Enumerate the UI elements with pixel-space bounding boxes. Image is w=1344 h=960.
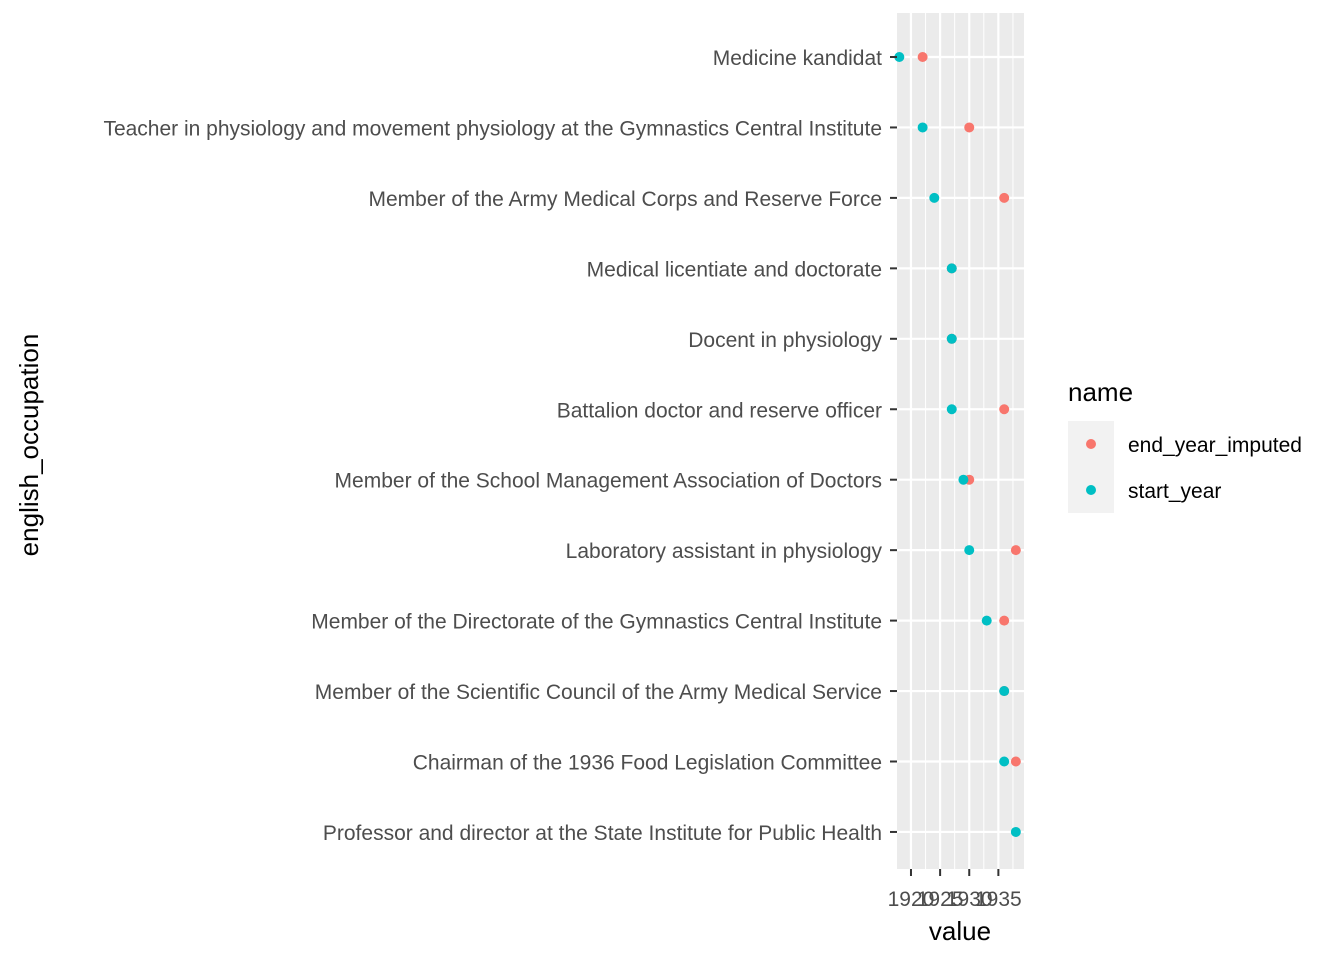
data-point-end-year-imputed <box>1010 545 1021 556</box>
panel-background <box>897 13 1024 869</box>
y-tick-label: Member of the Scientific Council of the … <box>315 681 882 704</box>
data-point-start-year <box>999 686 1010 697</box>
y-tick-label: Docent in physiology <box>688 329 882 352</box>
data-point-start-year <box>958 474 969 485</box>
data-point-start-year <box>981 615 992 626</box>
y-tick-label: Battalion doctor and reserve officer <box>557 399 882 422</box>
data-point-start-year <box>946 263 957 274</box>
data-point-end-year-imputed <box>964 122 975 133</box>
legend-key-marker <box>1086 485 1096 495</box>
minor-grid <box>925 13 1014 869</box>
x-tick-label: 1920 <box>888 888 935 911</box>
legend: name end_year_imputed start_year <box>1068 377 1302 513</box>
data-points <box>894 52 1021 837</box>
legend-label: start_year <box>1128 480 1221 503</box>
data-point-start-year <box>894 52 905 62</box>
data-point-start-year <box>917 122 928 133</box>
y-tick-label: Member of the Army Medical Corps and Res… <box>368 188 882 211</box>
data-point-end-year-imputed <box>999 192 1010 203</box>
y-tick-label: Professor and director at the State Inst… <box>323 822 882 845</box>
data-point-end-year-imputed <box>1010 756 1021 767</box>
y-tick-label: Teacher in physiology and movement physi… <box>103 117 882 140</box>
y-tick-label: Member of the Directorate of the Gymnast… <box>311 611 882 634</box>
data-point-start-year <box>946 404 957 415</box>
data-point-start-year <box>999 756 1010 767</box>
y-axis-title: english_occupation <box>14 334 44 557</box>
data-point-start-year <box>1010 826 1021 837</box>
y-tick-label: Member of the School Management Associat… <box>335 470 882 493</box>
data-point-end-year-imputed <box>999 615 1010 626</box>
legend-title: name <box>1068 377 1133 407</box>
data-point-start-year <box>929 192 940 203</box>
data-point-end-year-imputed <box>917 52 928 62</box>
x-tick-label: 1935 <box>975 888 1022 911</box>
y-tick-label: Medicine kandidat <box>713 47 882 70</box>
data-point-start-year <box>946 333 957 344</box>
y-tick-label: Laboratory assistant in physiology <box>566 540 883 563</box>
data-point-start-year <box>964 545 975 556</box>
y-tick-label: Chairman of the 1936 Food Legislation Co… <box>413 752 882 775</box>
x-axis-title: value <box>929 916 991 946</box>
x-tick-label: 1925 <box>917 888 964 911</box>
y-axis: Medicine kandidat Teacher in physiology a… <box>103 47 897 845</box>
data-point-end-year-imputed <box>999 404 1010 415</box>
y-tick-label: Medical licentiate and doctorate <box>587 258 882 281</box>
x-tick-label: 1930 <box>946 888 993 911</box>
legend-key-marker <box>1086 439 1096 449</box>
legend-label: end_year_imputed <box>1128 434 1302 457</box>
